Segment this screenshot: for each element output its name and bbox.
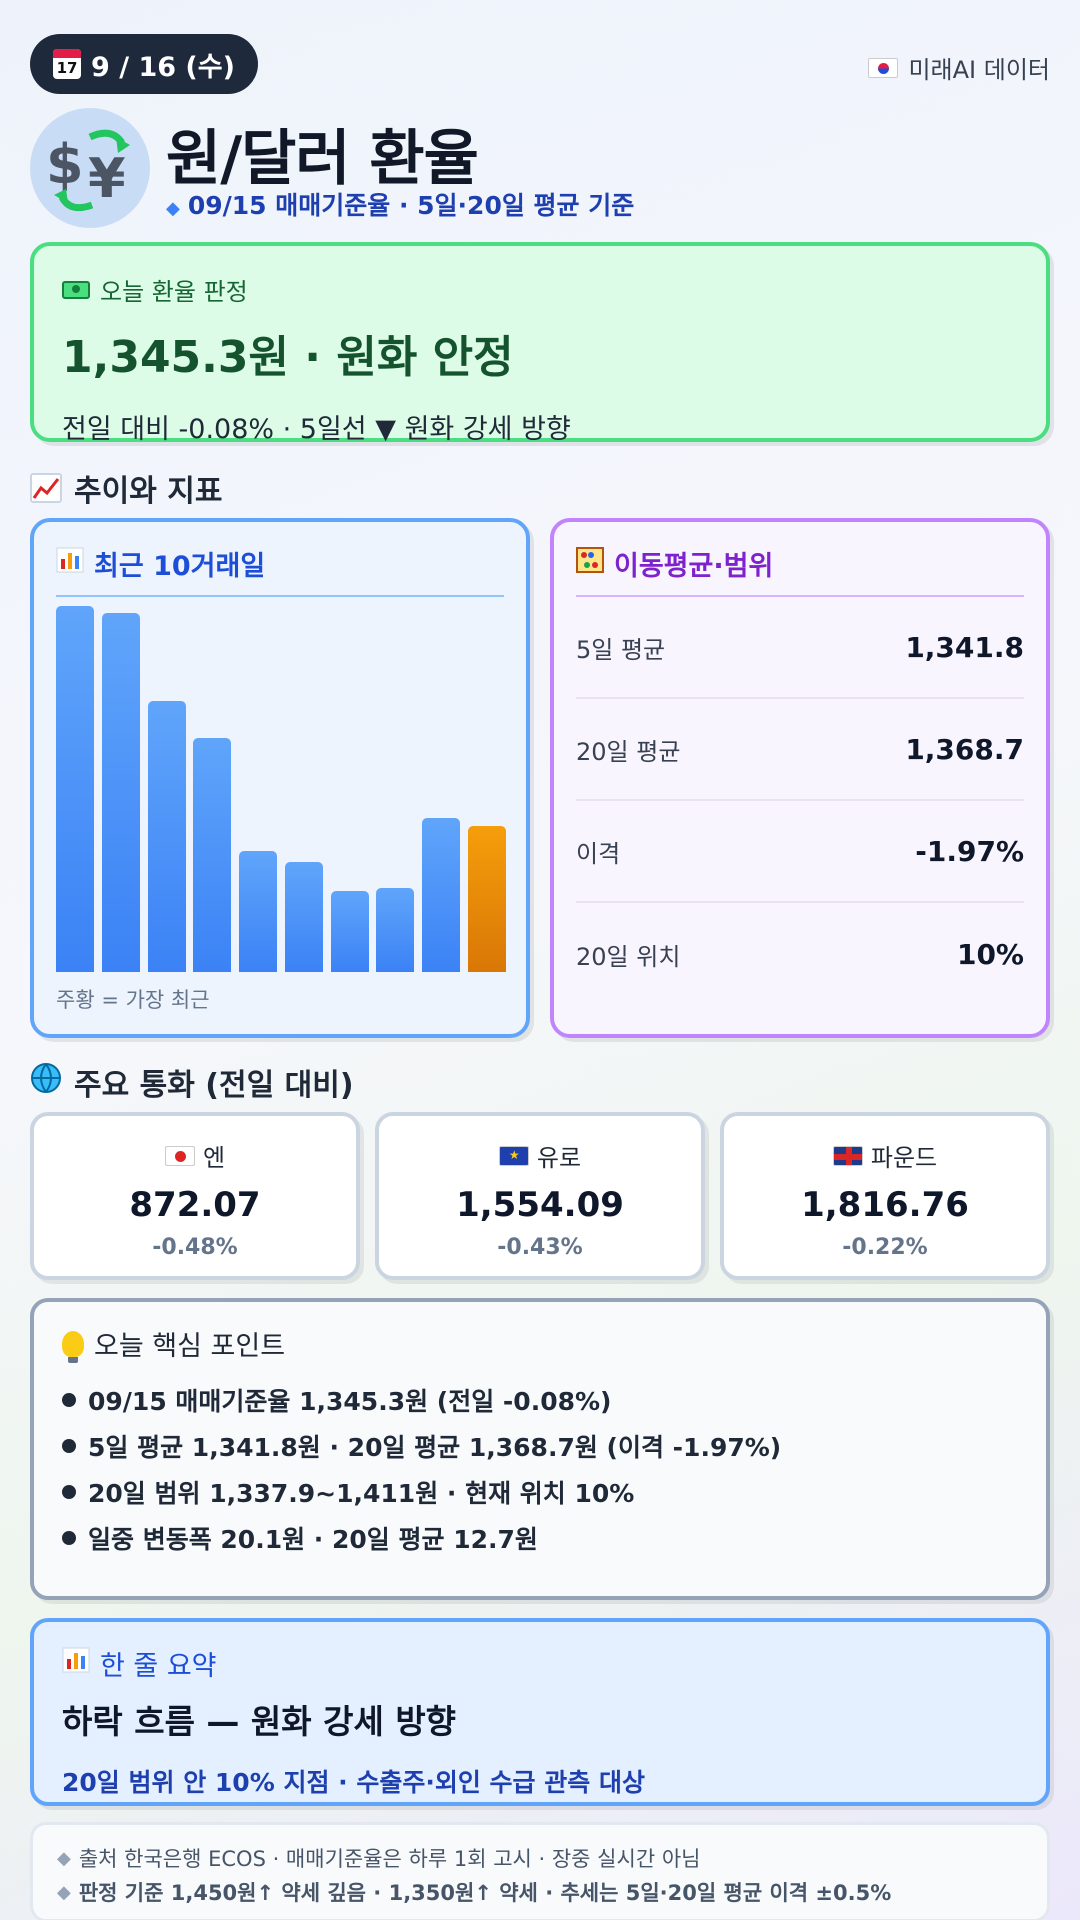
ma-value: 1,368.7 xyxy=(905,732,1024,766)
ma-row: 이격 -1.97% xyxy=(576,801,1024,903)
key-points-title: 오늘 핵심 포인트 xyxy=(62,1324,1018,1363)
trend-bar xyxy=(147,701,186,972)
currency-name: 엔 xyxy=(164,1138,225,1173)
trend-bar xyxy=(468,826,506,972)
abacus-icon xyxy=(576,547,604,580)
page-title: 원/달러 환율 xyxy=(166,124,479,194)
list-item: 일중 변동폭 20.1원 · 20일 평균 12.7원 xyxy=(62,1515,1018,1561)
korea-flag-icon xyxy=(868,57,899,78)
source-line: ◆ 출처 한국은행 ECOS · 매매기준율은 하루 1회 고시 · 장중 실시간… xyxy=(57,1847,701,1871)
ma-value: 10% xyxy=(956,937,1024,971)
date-text: 9 / 16 (수) xyxy=(91,51,235,83)
ma-row: 20일 위치 10% xyxy=(576,903,1024,1005)
uk-flag-icon xyxy=(832,1145,863,1166)
list-item: 5일 평균 1,341.8원 · 20일 평균 1,368.7원 (이격 -1.… xyxy=(62,1423,1018,1469)
trend-bar xyxy=(101,613,140,972)
chart-up-icon xyxy=(30,473,62,503)
summary-main: 하락 흐름 — 원화 강세 방향 xyxy=(62,1702,457,1741)
currency-card-gbp: 파운드 1,816.76 -0.22% xyxy=(720,1112,1050,1280)
svg-text:¥: ¥ xyxy=(88,147,126,210)
ma-label: 이격 xyxy=(576,839,621,868)
summary-title: 한 줄 요약 xyxy=(62,1644,1018,1683)
ma-row: 20일 평균 1,368.7 xyxy=(576,699,1024,801)
ma-card-title: 이동평균·범위 xyxy=(576,544,1024,597)
trend-card: 최근 10거래일 주황 = 가장 최근 xyxy=(30,518,530,1038)
currency-exchange-icon: $ ¥ xyxy=(30,108,150,228)
summary-card: 한 줄 요약 하락 흐름 — 원화 강세 방향 20일 범위 안 10% 지점 … xyxy=(30,1618,1050,1806)
trend-bar xyxy=(422,818,461,972)
currency-card-eur: 유로 1,554.09 -0.43% xyxy=(375,1112,705,1280)
currency-value: 1,554.09 xyxy=(456,1185,624,1225)
currency-card-jpy: 엔 872.07 -0.48% xyxy=(30,1112,360,1280)
criteria-line: ◆ 판정 기준 1,450원↑ 약세 깊음 · 1,350원↑ 약세 · 추세는 … xyxy=(57,1881,892,1905)
ma-row: 5일 평균 1,341.8 xyxy=(576,597,1024,699)
list-item: 09/15 매매기준율 1,345.3원 (전일 -0.08%) xyxy=(62,1377,1018,1423)
eu-flag-icon xyxy=(498,1145,529,1166)
section-currencies-title: 주요 통화 (전일 대비) xyxy=(30,1060,354,1104)
brand: 미래AI 데이터 xyxy=(868,50,1050,85)
trend-bar xyxy=(193,738,232,972)
ma-label: 20일 평균 xyxy=(576,737,681,766)
money-icon xyxy=(62,280,90,299)
currency-cards: 엔 872.07 -0.48% 유로 1,554.09 -0.43% 파운드 1… xyxy=(30,1112,1050,1280)
bar-chart-icon xyxy=(62,1647,90,1680)
list-item: 20일 범위 1,337.9~1,411원 · 현재 위치 10% xyxy=(62,1469,1018,1515)
currency-change: -0.48% xyxy=(152,1235,238,1260)
key-points-card: 오늘 핵심 포인트 09/15 매매기준율 1,345.3원 (전일 -0.08… xyxy=(30,1298,1050,1600)
globe-icon xyxy=(30,1062,62,1102)
ma-label: 5일 평균 xyxy=(576,635,666,664)
currency-name: 파운드 xyxy=(832,1138,937,1173)
section-trend-title: 추이와 지표 xyxy=(30,466,222,510)
date-badge: 17 9 / 16 (수) xyxy=(30,34,258,94)
lightbulb-icon xyxy=(62,1330,84,1363)
trend-card-title: 최근 10거래일 xyxy=(56,544,504,597)
trend-bar xyxy=(284,862,323,972)
currency-change: -0.43% xyxy=(497,1235,583,1260)
summary-sub: 20일 범위 안 10% 지점 · 수출주·외인 수급 관측 대상 xyxy=(62,1768,645,1797)
verdict-card: 오늘 환율 판정 1,345.3원 · 원화 안정 전일 대비 -0.08% ·… xyxy=(30,242,1050,445)
key-points-list: 09/15 매매기준율 1,345.3원 (전일 -0.08%) 5일 평균 1… xyxy=(62,1377,1018,1561)
currency-change: -0.22% xyxy=(842,1235,928,1260)
currency-value: 1,816.76 xyxy=(801,1185,969,1225)
moving-average-card: 이동평균·범위 5일 평균 1,341.8 20일 평균 1,368.7 이격 … xyxy=(550,518,1050,1038)
diamond-icon: ◆ xyxy=(166,198,180,219)
trend-bar xyxy=(330,891,369,972)
trend-note: 주황 = 가장 최근 xyxy=(56,988,210,1012)
ma-value: -1.97% xyxy=(915,834,1024,868)
verdict-label: 오늘 환율 판정 xyxy=(62,272,1018,307)
calendar-icon: 17 xyxy=(53,49,82,79)
diamond-icon: ◆ xyxy=(57,1847,71,1869)
diamond-icon: ◆ xyxy=(57,1881,71,1903)
verdict-sub: 전일 대비 -0.08% · 5일선 ▼ 원화 강세 방향 xyxy=(62,414,571,445)
source-footer: ◆ 출처 한국은행 ECOS · 매매기준율은 하루 1회 고시 · 장중 실시간… xyxy=(30,1822,1050,1920)
svg-text:$: $ xyxy=(46,133,84,196)
bar-chart-icon xyxy=(56,547,84,580)
currency-value: 872.07 xyxy=(129,1185,261,1225)
trend-bar xyxy=(56,606,94,972)
trend-bar xyxy=(239,851,278,972)
brand-name: 미래AI 데이터 xyxy=(908,56,1050,84)
trend-bars xyxy=(56,606,506,972)
currency-name: 유로 xyxy=(498,1138,581,1173)
ma-label: 20일 위치 xyxy=(576,942,681,971)
trend-bar xyxy=(376,888,415,972)
ma-value: 1,341.8 xyxy=(905,630,1024,664)
japan-flag-icon xyxy=(164,1145,195,1166)
verdict-main: 1,345.3원 · 원화 안정 xyxy=(62,332,514,383)
page-subtitle: ◆ 09/15 매매기준율 · 5일·20일 평균 기준 xyxy=(166,191,635,220)
